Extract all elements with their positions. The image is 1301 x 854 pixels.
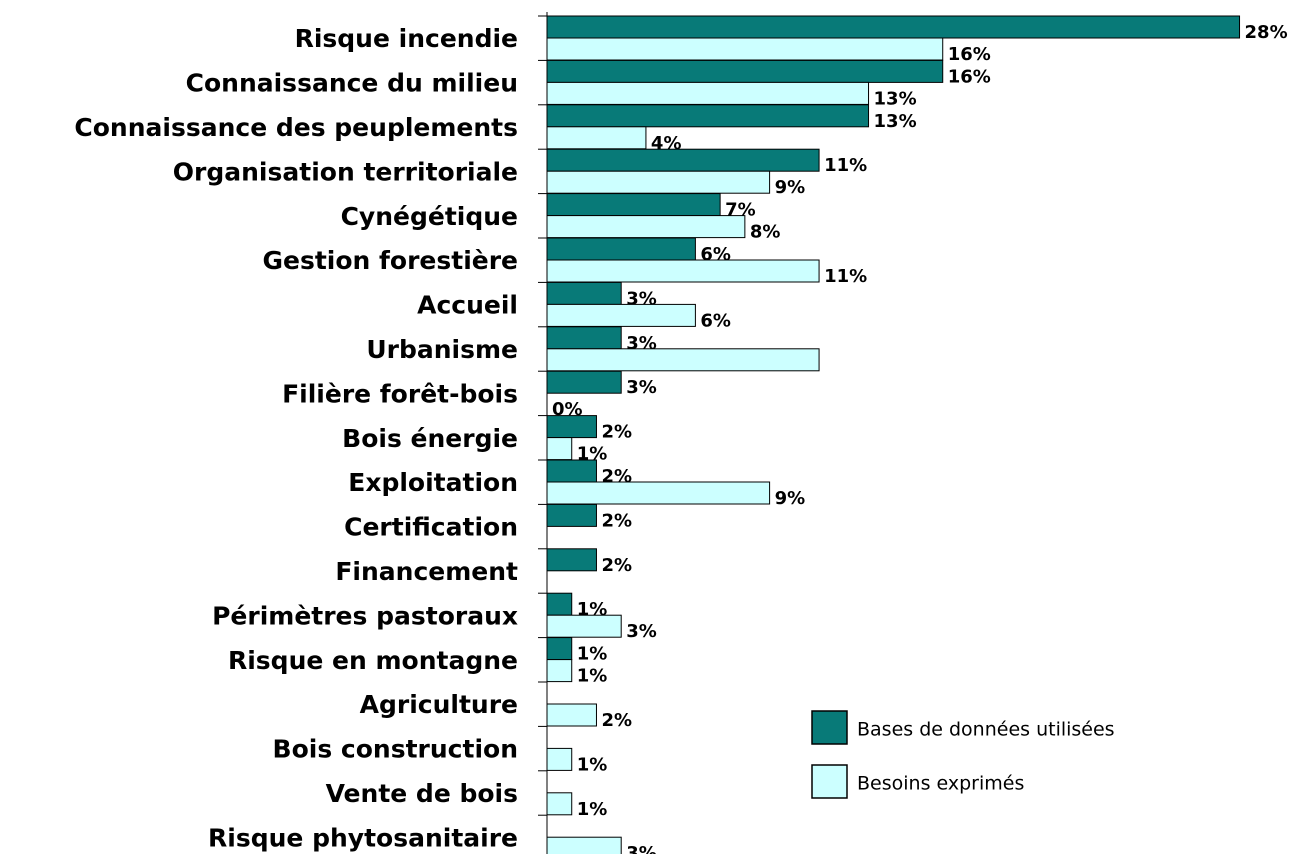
legend-swatch [811,710,848,745]
value-label: 16% [948,44,991,65]
value-label: 2% [601,510,632,531]
bar [546,237,696,261]
bar [546,170,771,194]
value-label: 4% [651,133,682,154]
value-label: 6% [700,310,731,331]
value-label: 3% [626,621,657,642]
bar [546,503,597,527]
category-label: Filière forêt-bois [282,379,518,408]
bar [546,459,597,483]
value-label: 11% [824,155,867,176]
bar [546,15,1241,39]
bar [546,193,721,217]
bar [546,415,597,439]
category-label: Accueil [417,291,518,320]
bar [546,37,944,61]
bar [546,548,597,572]
category-label: Agriculture [360,690,518,719]
bar [546,836,622,854]
category-label: Gestion forestière [262,246,518,275]
category-label: Connaissance des peuplements [74,113,518,142]
bar [546,370,622,394]
bar [546,104,870,128]
bar [546,148,820,172]
bar [546,215,746,239]
value-label: 1% [577,799,608,820]
value-label: 2% [601,555,632,576]
value-label: 9% [775,488,806,509]
bar [546,792,573,816]
category-label: Bois énergie [342,424,518,453]
value-label: 1% [577,644,608,665]
bar [546,81,870,105]
value-label: 28% [1245,22,1288,43]
category-label: Périmètres pastoraux [212,601,518,630]
value-label: 2% [601,710,632,731]
category-label: Risque en montagne [228,646,518,675]
value-label: 3% [626,377,657,398]
bar [546,614,622,638]
category-label: Risque incendie [295,24,518,53]
value-label: 9% [775,177,806,198]
bar [546,437,573,461]
bar [546,126,647,150]
category-label: Exploitation [348,468,518,497]
value-label: 2% [601,422,632,443]
bar [546,281,622,305]
bar [546,303,696,327]
legend-label: Besoins exprimés [857,773,1024,795]
value-label: 11% [824,266,867,287]
value-label: 3% [626,843,657,854]
value-label: 1% [577,754,608,775]
legend-label: Bases de données utilisées [857,719,1115,741]
category-label: Connaissance du milieu [186,69,518,98]
bar [546,259,820,283]
bar [546,637,573,661]
category-label: Cynégétique [341,202,518,231]
category-label: Bois construction [273,735,518,764]
value-label: 13% [874,111,917,132]
value-label: 13% [874,88,917,109]
bar [546,747,573,771]
category-label: Organisation territoriale [173,157,518,186]
value-label: 8% [750,222,781,243]
category-label: Certification [344,513,518,542]
bar [546,59,944,83]
value-label: 1% [577,444,608,465]
category-label: Risque phytosanitaire [208,823,518,852]
bar [546,659,573,683]
value-label: 0% [552,399,583,420]
bar [546,481,771,505]
bar [546,348,820,372]
bar [546,703,597,727]
value-label: 16% [948,66,991,87]
legend-swatch [811,764,848,799]
bar [546,592,573,616]
bar [546,326,622,350]
category-label: Vente de bois [326,779,518,808]
value-label: 1% [577,666,608,687]
category-label: Financement [335,557,518,586]
category-label: Urbanisme [366,335,518,364]
